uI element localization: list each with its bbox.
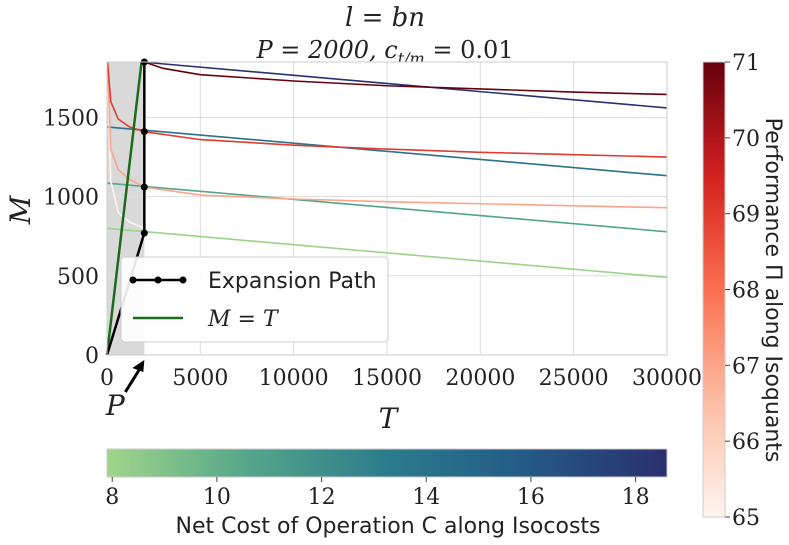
isoquant-colorbar-label: Performance Π along Isoquants	[760, 118, 785, 463]
x-tick-label: 10000	[259, 366, 329, 391]
isoquant-line	[106, 61, 668, 158]
y-tick-label: 1000	[43, 186, 99, 211]
isocost-colorbar-tick-label: 18	[622, 485, 650, 510]
isocost-colorbar-tick-label: 16	[517, 485, 545, 510]
isocost-colorbar-tick-label: 8	[105, 485, 119, 510]
isoquant-colorbar	[703, 62, 725, 517]
isoquant-colorbar-tick-label: 65	[732, 506, 760, 531]
isocost-colorbar-tick-label: 10	[203, 485, 231, 510]
x-tick-label: 30000	[632, 366, 702, 391]
p-marker-arrowhead	[132, 360, 145, 372]
identity-line	[105, 61, 143, 356]
x-tick-label: 5000	[172, 366, 228, 391]
legend-expansion-marker	[179, 276, 187, 284]
isocost-line	[141, 61, 668, 109]
x-ticks: 0 5000 10000 15000 20000 25000 30000	[100, 366, 702, 391]
isocost-colorbar	[107, 449, 667, 477]
isocost-colorbar-tick-label: 12	[308, 485, 336, 510]
isoquant-colorbar-ticks: 65 66 67 68 69 70 71	[725, 51, 760, 531]
p-marker-arrow	[124, 367, 142, 393]
legend-identity-label: M = T	[207, 307, 280, 332]
legend-expansion-marker	[154, 276, 162, 284]
isocost-line	[106, 182, 668, 233]
x-axis-label: T	[379, 402, 400, 435]
isoquant-line	[106, 61, 668, 209]
expansion-path-points	[140, 58, 148, 237]
chart-title-tail: = 0.01	[425, 36, 514, 64]
y-tick-label: 1500	[43, 106, 99, 131]
y-tick-label: 0	[85, 344, 99, 369]
isocost-colorbar-tick-label: 14	[412, 485, 440, 510]
isocost-line	[106, 227, 668, 279]
chart-title-line1: l = bn	[345, 3, 425, 33]
y-axis-label: M	[4, 194, 37, 225]
legend-expansion-label: Expansion Path	[208, 269, 377, 294]
isoquant-colorbar-tick-label: 70	[732, 127, 760, 152]
expansion-path-point	[140, 183, 148, 191]
isoquant-lines	[106, 61, 668, 230]
x-tick-label: 25000	[539, 366, 609, 391]
isoquant-colorbar-tick-label: 66	[732, 430, 760, 455]
x-tick-label: 15000	[352, 366, 422, 391]
expansion-path-point	[140, 128, 148, 136]
legend-expansion-marker	[129, 276, 137, 284]
isoquant-line	[144, 61, 668, 96]
isocost-colorbar-ticks: 8 10 12 14 16 18	[105, 477, 650, 510]
isocost-line	[106, 126, 668, 177]
y-tick-label: 500	[57, 265, 99, 290]
isocost-lines	[106, 61, 668, 279]
isoquant-colorbar-tick-label: 69	[732, 203, 760, 228]
expansion-path-point	[140, 229, 148, 237]
legend: Expansion Path M = T	[120, 256, 389, 343]
legend-box	[120, 256, 389, 343]
isocost-colorbar-label: Net Cost of Operation C along Isocosts	[175, 514, 600, 539]
chart-title-main: P = 2000, c	[255, 36, 397, 64]
p-marker-label: P	[105, 389, 126, 422]
isoquant-colorbar-tick-label: 67	[732, 354, 760, 379]
y-ticks: 0 500 1000 1500	[43, 106, 99, 369]
x-tick-label: 0	[100, 366, 114, 391]
plot-frame	[106, 61, 668, 356]
isoquant-colorbar-tick-label: 68	[732, 279, 760, 304]
isocost-colorbar-frame	[106, 448, 668, 478]
x-tick-label: 20000	[445, 366, 515, 391]
isoquant-colorbar-tick-label: 71	[732, 51, 760, 76]
